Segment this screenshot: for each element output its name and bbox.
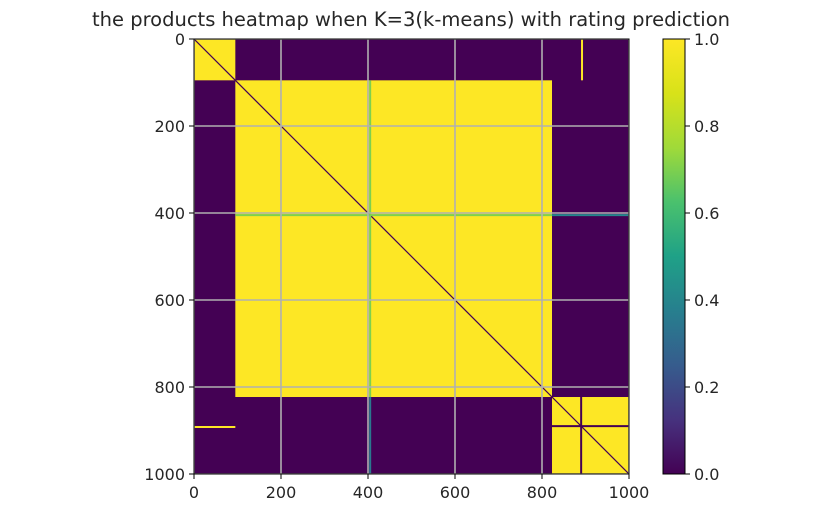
y-tick-label: 400: [154, 204, 185, 223]
y-tick-label: 1000: [144, 465, 185, 484]
y-tick-label: 600: [154, 291, 185, 310]
x-tick-label: 400: [353, 483, 384, 502]
chart-title: the products heatmap when K=3(k-means) w…: [92, 8, 730, 31]
x-tick-label: 800: [527, 483, 558, 502]
plot-frame: [193, 38, 630, 475]
colorbar-ticks: 0.0 0.2 0.4 0.6 0.8 1.0: [685, 30, 719, 484]
x-tick-label: 200: [266, 483, 297, 502]
colorbar-gradient: [662, 38, 686, 475]
grid-lines: [194, 39, 629, 474]
colorbar-tick-label: 0.4: [694, 291, 719, 310]
colorbar: 0.0 0.2 0.4 0.6 0.8 1.0: [662, 30, 719, 484]
x-tick-label: 600: [440, 483, 471, 502]
x-axis: 0 200 400 600 800 1000: [189, 474, 649, 502]
y-tick-label: 200: [154, 117, 185, 136]
y-tick-label: 800: [154, 378, 185, 397]
plot-area: [194, 39, 629, 474]
colorbar-tick-label: 0.2: [694, 378, 719, 397]
colorbar-tick-label: 0.6: [694, 204, 719, 223]
colorbar-tick-label: 1.0: [694, 30, 719, 49]
colorbar-tick-label: 0.8: [694, 117, 719, 136]
y-tick-label: 0: [175, 30, 185, 49]
x-tick-label: 0: [189, 483, 199, 502]
x-tick-label: 1000: [609, 483, 650, 502]
heatmap-diagonal: [194, 39, 629, 474]
colorbar-tick-label: 0.0: [694, 465, 719, 484]
y-axis: 0 200 400 600 800 1000: [144, 30, 194, 484]
